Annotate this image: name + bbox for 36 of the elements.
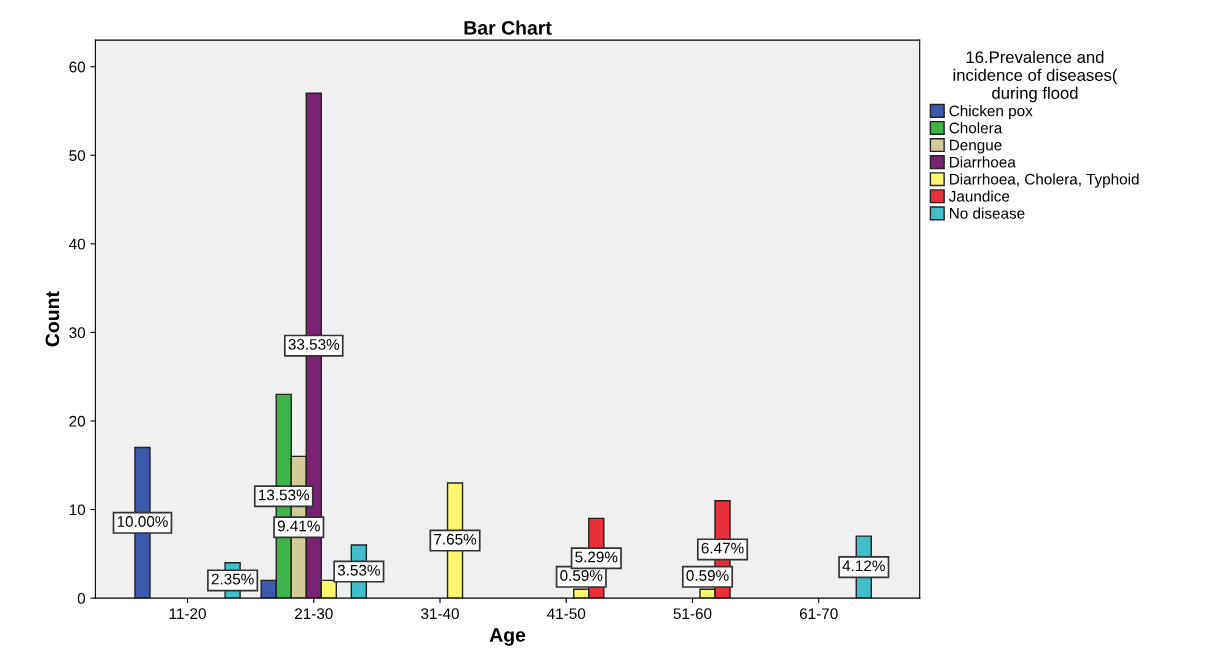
- y-tick-label: 10: [69, 504, 86, 516]
- x-axis-title: Age: [489, 628, 526, 646]
- legend-label: Chicken pox: [949, 105, 1033, 120]
- x-tick-label: 51-60: [673, 608, 712, 620]
- annotation: 4.12%: [842, 560, 885, 572]
- annotation: 13.53%: [258, 489, 310, 501]
- y-tick-label: 40: [69, 238, 86, 250]
- y-tick-label: 0: [77, 592, 86, 604]
- annotation: 0.59%: [686, 570, 729, 581]
- annotation: 33.53%: [288, 338, 340, 350]
- legend-label: Diarrhoea: [949, 156, 1016, 168]
- annotation: 6.47%: [701, 542, 744, 554]
- y-tick-label: 30: [69, 327, 86, 339]
- annotation: 5.29%: [575, 551, 618, 563]
- annotation: 7.65%: [434, 533, 477, 545]
- y-tick-label: 20: [69, 415, 86, 427]
- annotation: 0.59%: [560, 570, 603, 581]
- legend-label: No disease: [949, 207, 1025, 219]
- legend-label: Cholera: [949, 122, 1003, 134]
- annotation: 9.41%: [277, 520, 320, 532]
- annotation: 3.53%: [337, 564, 380, 576]
- annotation: 10.00%: [117, 516, 168, 527]
- x-tick-label: 11-20: [169, 608, 206, 620]
- x-tick-label: 21-30: [295, 608, 333, 620]
- y-tick-label: 50: [69, 150, 86, 161]
- x-tick-label: 61-70: [799, 608, 838, 620]
- x-tick-label: 41-50: [547, 608, 586, 620]
- legend-label: Jaundice: [948, 190, 1010, 202]
- annotation: 2.35%: [211, 573, 254, 585]
- legend-label: Dengue: [949, 139, 1002, 154]
- legend-title: 16.Prevalence and incidence of diseases( during flood: [953, 50, 1118, 103]
- x-tick-label: 31-40: [421, 608, 459, 620]
- chart-title: Bar Chart: [464, 20, 552, 35]
- legend-label: Diarrhoea, Cholera, Typhoid: [949, 173, 1139, 188]
- y-tick-label: 60: [69, 61, 86, 73]
- y-axis-title: Count: [45, 291, 60, 347]
